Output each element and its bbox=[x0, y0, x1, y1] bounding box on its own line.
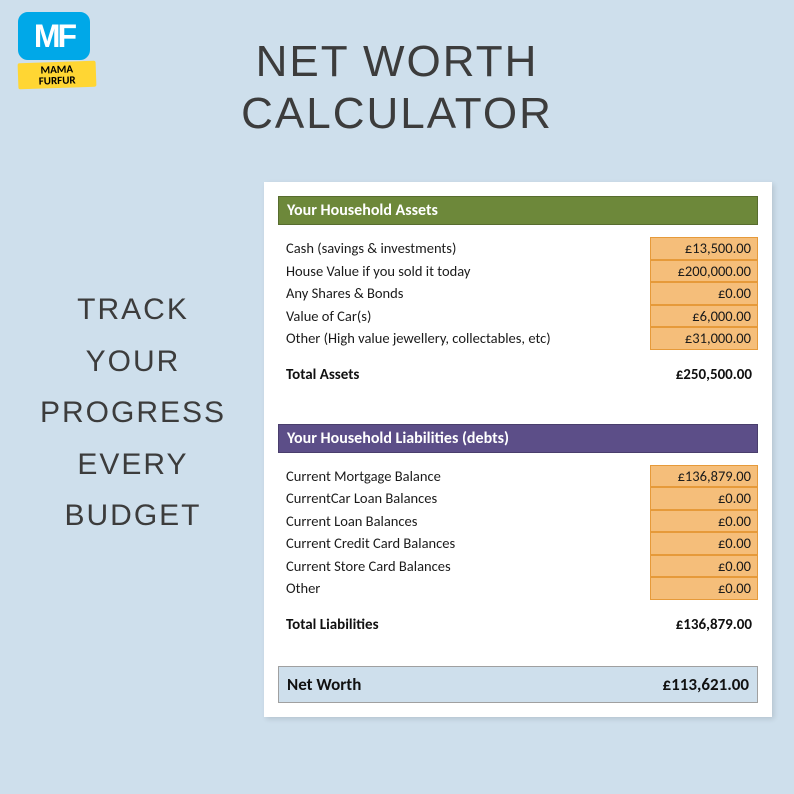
asset-row: Any Shares & Bonds £0.00 bbox=[278, 282, 758, 305]
title-line2: CALCULATOR bbox=[241, 89, 553, 138]
section-spacer bbox=[278, 636, 758, 666]
section-spacer bbox=[278, 386, 758, 424]
tagline-line: YOUR bbox=[86, 345, 181, 378]
liability-row: Current Mortgage Balance £136,879.00 bbox=[278, 465, 758, 488]
liability-value-cell[interactable]: £0.00 bbox=[650, 487, 758, 510]
asset-value-cell[interactable]: £13,500.00 bbox=[650, 237, 758, 260]
liability-label: CurrentCar Loan Balances bbox=[278, 487, 650, 510]
net-worth-label: Net Worth bbox=[287, 674, 361, 695]
liability-label: Current Credit Card Balances bbox=[278, 532, 650, 555]
liability-row: Current Credit Card Balances £0.00 bbox=[278, 532, 758, 555]
tagline-line: TRACK bbox=[77, 293, 189, 326]
assets-total-value: £250,500.00 bbox=[676, 366, 752, 384]
asset-value-cell[interactable]: £6,000.00 bbox=[650, 305, 758, 328]
liability-label: Current Mortgage Balance bbox=[278, 465, 650, 488]
asset-row: Cash (savings & investments) £13,500.00 bbox=[278, 237, 758, 260]
asset-value-cell[interactable]: £200,000.00 bbox=[650, 260, 758, 283]
net-worth-sheet: Your Household Assets Cash (savings & in… bbox=[264, 182, 772, 717]
liability-row: Current Loan Balances £0.00 bbox=[278, 510, 758, 533]
assets-rows: Cash (savings & investments) £13,500.00 … bbox=[278, 237, 758, 350]
assets-header: Your Household Assets bbox=[278, 196, 758, 225]
liability-value-cell[interactable]: £0.00 bbox=[650, 577, 758, 600]
title-line1: NET WORTH bbox=[256, 37, 539, 86]
tagline: TRACK YOUR PROGRESS EVERY BUDGET bbox=[22, 284, 244, 542]
asset-label: Cash (savings & investments) bbox=[278, 237, 650, 260]
liability-value-cell[interactable]: £0.00 bbox=[650, 532, 758, 555]
assets-total-row: Total Assets £250,500.00 bbox=[278, 364, 758, 386]
asset-label: Value of Car(s) bbox=[278, 305, 650, 328]
liability-value-cell[interactable]: £0.00 bbox=[650, 555, 758, 578]
page-title: NET WORTH CALCULATOR bbox=[0, 36, 794, 140]
asset-label: Other (High value jewellery, collectable… bbox=[278, 327, 650, 350]
tagline-line: BUDGET bbox=[64, 499, 201, 532]
liability-row: Current Store Card Balances £0.00 bbox=[278, 555, 758, 578]
liability-label: Current Loan Balances bbox=[278, 510, 650, 533]
tagline-line: EVERY bbox=[77, 448, 188, 481]
liabilities-total-value: £136,879.00 bbox=[676, 616, 752, 634]
asset-label: House Value if you sold it today bbox=[278, 260, 650, 283]
liabilities-header: Your Household Liabilities (debts) bbox=[278, 424, 758, 453]
liability-label: Current Store Card Balances bbox=[278, 555, 650, 578]
asset-row: Other (High value jewellery, collectable… bbox=[278, 327, 758, 350]
liability-row: Other £0.00 bbox=[278, 577, 758, 600]
tagline-line: PROGRESS bbox=[40, 396, 226, 429]
asset-label: Any Shares & Bonds bbox=[278, 282, 650, 305]
liabilities-rows: Current Mortgage Balance £136,879.00 Cur… bbox=[278, 465, 758, 600]
net-worth-bar: Net Worth £113,621.00 bbox=[278, 666, 758, 703]
asset-row: Value of Car(s) £6,000.00 bbox=[278, 305, 758, 328]
liabilities-total-row: Total Liabilities £136,879.00 bbox=[278, 614, 758, 636]
net-worth-value: £113,621.00 bbox=[663, 674, 749, 695]
assets-total-label: Total Assets bbox=[286, 366, 359, 384]
liability-value-cell[interactable]: £0.00 bbox=[650, 510, 758, 533]
liabilities-total-label: Total Liabilities bbox=[286, 616, 379, 634]
liability-row: CurrentCar Loan Balances £0.00 bbox=[278, 487, 758, 510]
asset-row: House Value if you sold it today £200,00… bbox=[278, 260, 758, 283]
asset-value-cell[interactable]: £31,000.00 bbox=[650, 327, 758, 350]
asset-value-cell[interactable]: £0.00 bbox=[650, 282, 758, 305]
liability-label: Other bbox=[278, 577, 650, 600]
liability-value-cell[interactable]: £136,879.00 bbox=[650, 465, 758, 488]
